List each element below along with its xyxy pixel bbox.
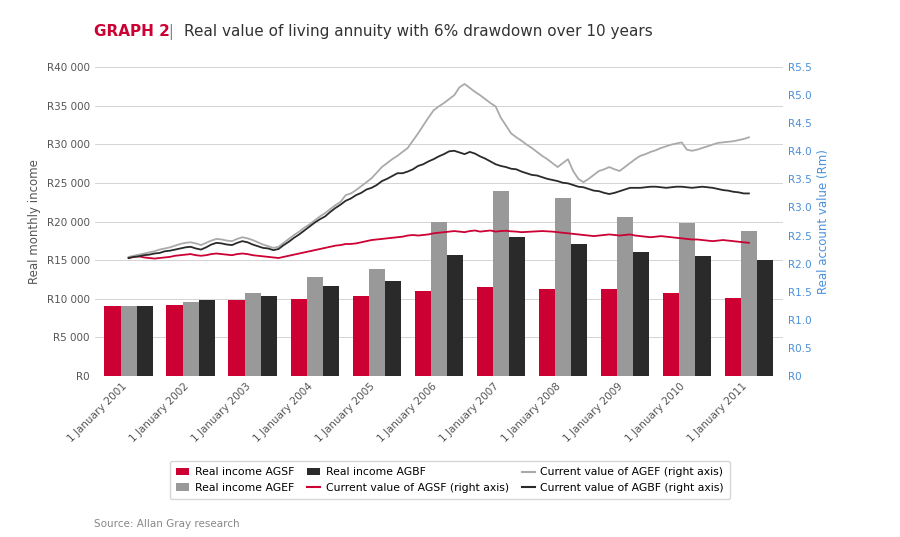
Bar (741, 231, 757, 376)
Bar (291, 299, 307, 376)
Bar (307, 277, 323, 376)
Bar (137, 306, 153, 376)
Bar (323, 286, 339, 376)
Text: GRAPH 2: GRAPH 2 (94, 24, 170, 39)
Bar (538, 289, 554, 376)
Bar (415, 291, 431, 376)
Bar (261, 295, 277, 376)
Bar (369, 268, 385, 376)
Bar (492, 191, 508, 376)
Bar (121, 306, 137, 376)
Bar (616, 217, 633, 376)
Bar (554, 198, 571, 376)
Bar (431, 222, 446, 376)
Bar (245, 293, 261, 376)
Bar (199, 300, 215, 376)
Bar (229, 300, 245, 376)
Text: |: | (164, 24, 179, 40)
Bar (104, 307, 121, 376)
Bar (166, 305, 183, 376)
Text: Real value of living annuity with 6% drawdown over 10 years: Real value of living annuity with 6% dra… (184, 24, 652, 39)
Bar (508, 237, 525, 376)
Bar (757, 260, 773, 376)
Y-axis label: Real account value (Rm): Real account value (Rm) (817, 149, 830, 294)
Y-axis label: Real monthly income: Real monthly income (28, 159, 41, 284)
Bar (695, 256, 711, 376)
Bar (633, 252, 649, 376)
Bar (679, 223, 695, 376)
Bar (600, 289, 617, 376)
Bar (662, 293, 679, 376)
Bar (477, 287, 492, 376)
Legend: Real income AGSF, Real income AGEF, Real income AGBF, Current value of AGSF (rig: Real income AGSF, Real income AGEF, Real… (170, 461, 730, 499)
Text: Source: Allan Gray research: Source: Allan Gray research (94, 519, 240, 529)
Bar (353, 296, 369, 376)
Bar (446, 255, 463, 376)
Bar (183, 302, 199, 376)
Bar (571, 244, 587, 376)
Bar (724, 298, 741, 376)
Bar (385, 281, 400, 376)
